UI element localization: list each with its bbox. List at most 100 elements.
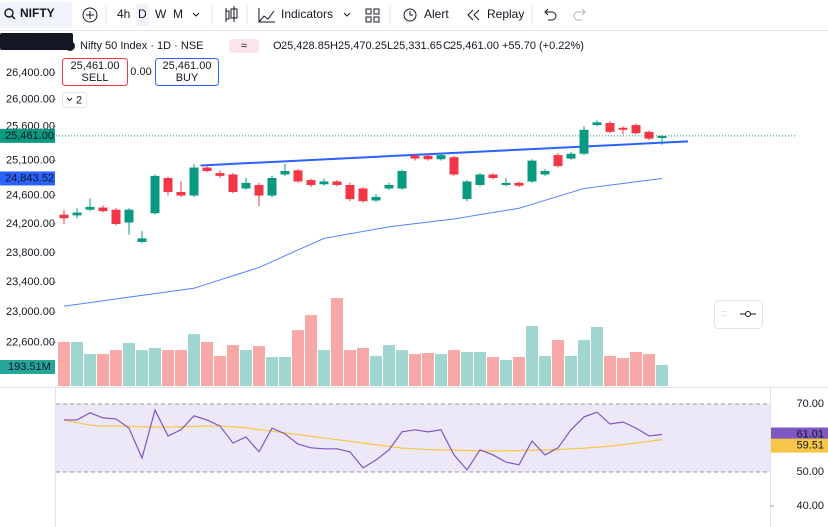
candle-body <box>462 181 472 200</box>
interval[interactable]: M <box>173 7 183 21</box>
chevron[interactable] <box>343 12 351 17</box>
candle-body <box>202 167 212 172</box>
volume-bar <box>539 356 551 386</box>
symbol-search[interactable] <box>0 2 72 28</box>
volume-bar <box>591 327 603 386</box>
candle-body <box>241 182 251 189</box>
candle-body <box>644 131 654 139</box>
symbol[interactable]: NIFTY <box>20 6 55 20</box>
sell-price: 25,461.00 <box>71 60 120 72</box>
volume-bar <box>110 350 122 386</box>
volume-bar <box>240 350 252 386</box>
axis-label-box <box>0 128 55 143</box>
indicators-button[interactable]: Indicators <box>281 7 333 21</box>
alert-button[interactable]: Alert <box>424 7 449 21</box>
candle-body <box>657 135 667 139</box>
volume-bar <box>578 340 590 386</box>
candle-body <box>293 170 303 182</box>
candle-body <box>527 160 537 182</box>
candle-body <box>553 155 563 167</box>
ohlc-value: 25,470.25 <box>338 40 387 52</box>
y-tick-label: 23,000.00 <box>6 306 55 318</box>
collapse-button[interactable] <box>62 92 87 108</box>
volume-bar <box>435 354 447 386</box>
volume-bar <box>214 356 226 386</box>
volume-bar <box>162 350 174 386</box>
layouts-icon[interactable] <box>365 8 380 23</box>
axis-label: 193.51M <box>8 361 51 373</box>
volume-bar <box>227 345 239 386</box>
volume-bar <box>461 351 473 386</box>
volume-bar <box>305 315 317 386</box>
search-icon <box>4 8 14 18</box>
redo-button[interactable] <box>573 8 586 21</box>
candle-body <box>488 174 498 178</box>
candle-body <box>384 184 394 189</box>
trendline <box>200 140 689 167</box>
ohlc-value: 25,428.85 <box>281 40 330 52</box>
compare-button[interactable] <box>82 7 98 23</box>
y-tick-label: 25,600.00 <box>6 120 55 132</box>
badge-icon: ≈ <box>241 40 247 52</box>
y-tick-label: 24,200.00 <box>6 218 55 230</box>
chevron[interactable] <box>192 12 200 17</box>
candle-body <box>397 171 407 189</box>
volume-bar <box>71 342 83 386</box>
volume-bar <box>136 350 148 386</box>
interval[interactable]: 4h <box>117 7 130 21</box>
alert-icon[interactable] <box>403 8 417 22</box>
plus-icon <box>86 11 94 19</box>
candle-body <box>215 173 225 176</box>
volume-bar <box>279 356 291 386</box>
line-tool-icon <box>745 311 751 317</box>
chart-type-icon[interactable] <box>225 6 238 22</box>
candle-body <box>475 174 485 185</box>
candle-body <box>371 196 381 201</box>
volume-bar <box>474 351 486 386</box>
drag-handle <box>721 311 726 316</box>
candle-body <box>501 182 511 185</box>
replay-icon[interactable] <box>467 9 480 21</box>
replay-button[interactable]: Replay <box>487 7 524 21</box>
candle-body <box>332 181 342 185</box>
volume-bar <box>292 330 304 386</box>
candle-body <box>592 122 602 126</box>
axis-label-box <box>771 438 828 453</box>
indicators-icon[interactable] <box>258 8 275 23</box>
drawing-widget[interactable] <box>714 300 763 329</box>
ohlc-label: C <box>443 40 451 52</box>
volume-bar <box>448 350 460 386</box>
candle-body <box>579 129 589 154</box>
volume-bar <box>643 354 655 386</box>
candle-body <box>59 214 69 219</box>
volume-bar <box>526 326 538 386</box>
volume-bar <box>630 351 642 386</box>
y-tick-label: 23,400.00 <box>6 276 55 288</box>
volume-bar <box>318 350 330 386</box>
indicator-count: 2 <box>76 94 82 106</box>
candle-body <box>163 177 173 193</box>
candle-body <box>514 182 524 186</box>
volume-bar <box>175 350 187 386</box>
y-tick-label: 24,600.00 <box>6 189 55 201</box>
buy-button[interactable] <box>155 58 219 86</box>
interval[interactable]: D <box>138 7 147 21</box>
ohlc-value: 25,331.65 <box>393 40 442 52</box>
volume-bar <box>253 346 265 386</box>
candle-body <box>345 184 355 200</box>
interval-active <box>136 4 149 26</box>
y-tick-label: 26,400.00 <box>6 67 55 79</box>
y-tick-label: 22,600.00 <box>6 337 55 349</box>
rsi-band <box>56 403 770 472</box>
interval[interactable]: W <box>155 7 167 21</box>
volume-bar <box>331 298 343 386</box>
volume-bar <box>565 356 577 386</box>
candle-body <box>189 167 199 196</box>
volume-bar <box>604 356 616 386</box>
candle-body <box>540 171 550 175</box>
volume-bar <box>84 354 96 386</box>
undo-button[interactable] <box>544 8 557 21</box>
volume-bar <box>188 334 200 386</box>
sell-button[interactable] <box>62 58 128 86</box>
